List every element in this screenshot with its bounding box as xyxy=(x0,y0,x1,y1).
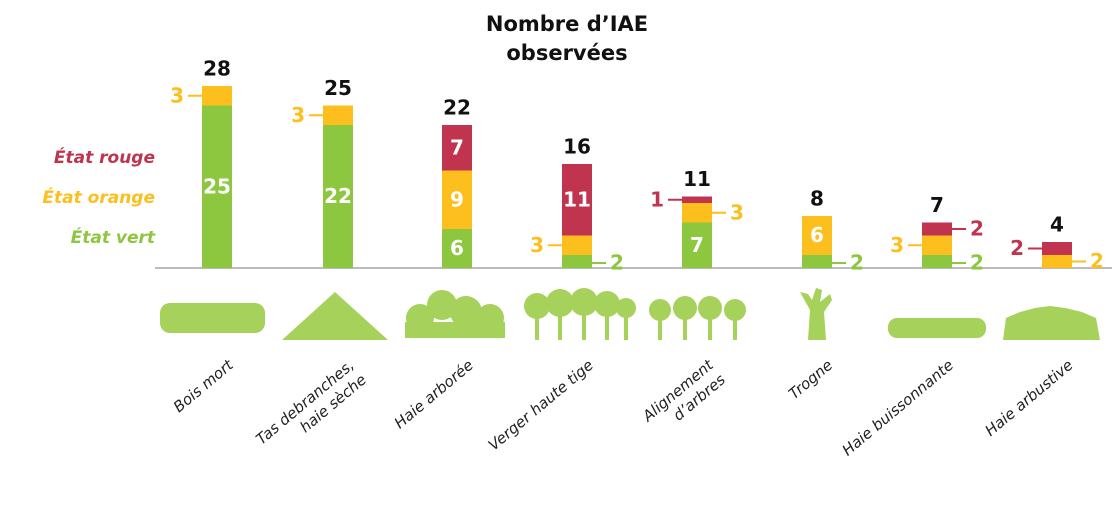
total-label: 28 xyxy=(203,57,231,81)
legend-label: État rouge xyxy=(54,146,155,168)
segment-label: 9 xyxy=(450,187,464,211)
bar-segment xyxy=(1042,242,1072,255)
segment-label: 7 xyxy=(690,233,704,257)
segment-label: 3 xyxy=(730,200,744,224)
legend-label: État vert xyxy=(71,226,156,248)
bar-segment xyxy=(442,170,472,229)
bar-segment xyxy=(802,255,832,268)
segment-label: 7 xyxy=(450,135,464,159)
segment-label: 25 xyxy=(203,174,231,198)
segment-label: 3 xyxy=(170,83,184,107)
icon-haie-buissonnante xyxy=(888,318,986,338)
segment-label: 3 xyxy=(291,103,305,127)
bar-segment xyxy=(922,255,952,268)
bar-segment xyxy=(562,235,592,255)
total-label: 4 xyxy=(1050,213,1064,237)
icon-haie-arbustive xyxy=(1003,306,1100,340)
icon-haie-arboree xyxy=(405,290,505,338)
total-label: 8 xyxy=(810,187,824,211)
bar-segment xyxy=(323,125,353,268)
bar-segment xyxy=(682,222,712,268)
bar-segment xyxy=(323,105,353,125)
segment-label: 11 xyxy=(563,187,591,211)
segment-label: 3 xyxy=(890,233,904,257)
legend-label: État orange xyxy=(42,186,155,208)
bar-segment xyxy=(1042,255,1072,268)
bar-segment xyxy=(202,86,232,106)
segment-label: 2 xyxy=(970,251,984,275)
icon-tas xyxy=(282,292,388,340)
icon-trogne xyxy=(800,288,832,340)
segment-label: 22 xyxy=(324,184,352,208)
icon-alignement xyxy=(649,296,746,340)
segment-label: 2 xyxy=(850,251,864,275)
segment-label: 6 xyxy=(810,223,824,247)
bar-segment xyxy=(802,216,832,255)
total-label: 22 xyxy=(443,96,471,120)
segment-label: 6 xyxy=(450,236,464,260)
bar-segment xyxy=(202,105,232,268)
total-label: 7 xyxy=(930,193,944,217)
icon-verger xyxy=(524,288,636,340)
icons xyxy=(160,288,1100,340)
bar-segment xyxy=(682,196,712,203)
bar-segment xyxy=(442,125,472,171)
segment-label: 2 xyxy=(610,251,624,275)
total-label: 25 xyxy=(324,76,352,100)
icon-bois-mort xyxy=(160,303,265,333)
segment-label: 2 xyxy=(1090,249,1104,273)
segment-label: 2 xyxy=(970,217,984,241)
bar-segment xyxy=(562,164,592,236)
segment-label: 1 xyxy=(650,187,664,211)
bar-segment xyxy=(442,229,472,268)
total-label: 11 xyxy=(683,167,711,191)
bar-segment xyxy=(922,222,952,236)
bar-segment xyxy=(922,235,952,255)
bar-segment xyxy=(562,255,592,268)
segment-label: 2 xyxy=(1010,236,1024,260)
chart-title: Nombre d’IAE observées xyxy=(485,12,649,65)
segment-label: 3 xyxy=(530,233,544,257)
total-label: 16 xyxy=(563,135,591,159)
bar-segment xyxy=(682,203,712,223)
